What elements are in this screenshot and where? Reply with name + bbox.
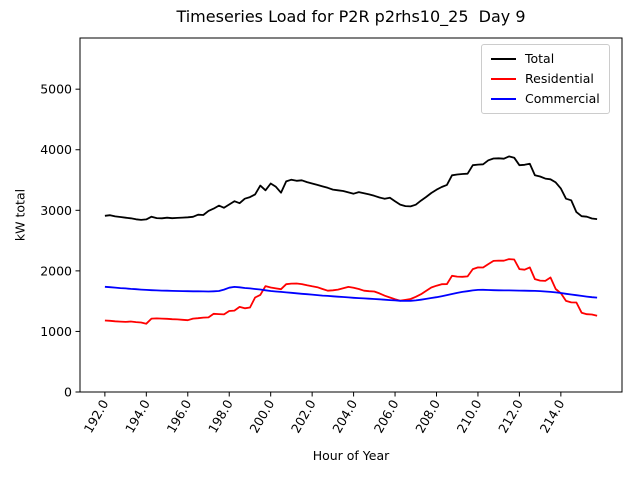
y-tick-label: 0 — [64, 385, 72, 400]
y-tick-label: 2000 — [40, 263, 72, 278]
x-tick-label: 214.0 — [537, 397, 568, 436]
legend-label-residential: Residential — [525, 71, 594, 86]
residential-line-swatch — [491, 78, 516, 80]
legend-label-total: Total — [525, 51, 555, 66]
axes-frame — [79, 37, 623, 393]
x-tick-label: 198.0 — [205, 397, 236, 436]
x-tick-label: 206.0 — [371, 397, 402, 436]
chart-title: Timeseries Load for P2R p2rhs10_25 Day 9 — [176, 7, 526, 26]
x-tick-label: 204.0 — [329, 397, 360, 436]
y-axis-label: kW total — [12, 188, 28, 242]
x-tick-label: 196.0 — [163, 397, 194, 436]
commercial-line — [104, 285, 598, 302]
x-axis-label: Hour of Year — [312, 448, 390, 463]
x-tick-label: 208.0 — [412, 397, 443, 436]
x-tick-label: 200.0 — [246, 397, 277, 436]
x-tick-label: 210.0 — [454, 397, 485, 436]
y-tick-label: 3000 — [40, 203, 72, 218]
legend-label-commercial: Commercial — [525, 91, 600, 106]
legend-item-residential: Residential — [491, 69, 600, 89]
commercial-line-swatch — [491, 98, 516, 100]
y-tick-label: 1000 — [40, 324, 72, 339]
y-tick-label: 5000 — [40, 82, 72, 97]
legend-item-commercial: Commercial — [491, 89, 600, 109]
y-tick-label: 4000 — [40, 142, 72, 157]
legend-item-total: Total — [491, 49, 600, 69]
x-tick-label: 194.0 — [122, 397, 153, 436]
x-tick-label: 192.0 — [81, 397, 112, 436]
total-line — [104, 155, 598, 221]
legend: Total Residential Commercial — [481, 44, 610, 114]
total-line-swatch — [491, 58, 516, 60]
x-tick-label: 212.0 — [495, 397, 526, 436]
residential-line — [104, 258, 598, 325]
x-tick-label: 202.0 — [288, 397, 319, 436]
